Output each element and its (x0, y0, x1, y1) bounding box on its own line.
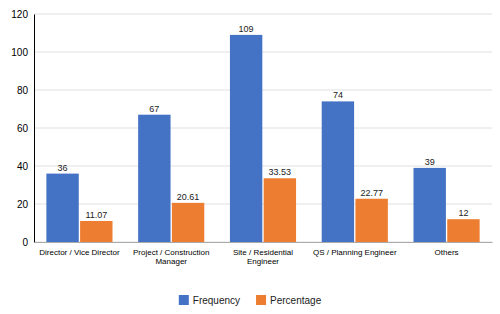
bar (264, 178, 296, 242)
data-label: 12 (458, 208, 468, 218)
bar-series (46, 35, 446, 242)
data-label: 74 (333, 90, 343, 100)
y-tick-label: 60 (17, 123, 29, 134)
data-label: 33.53 (269, 167, 292, 177)
x-tick: Project / ConstructionManager (133, 248, 209, 267)
y-tick-label: 40 (17, 161, 29, 172)
grid-line (34, 14, 492, 15)
y-axis-line (34, 15, 35, 243)
data-label: 20.61 (177, 192, 200, 202)
x-tick-label: QS / Planning Engineer (313, 248, 397, 257)
x-tick: Site / ResidentialEngineer (233, 248, 293, 267)
x-tick-label: Others (435, 248, 459, 257)
y-tick-label: 120 (11, 9, 28, 20)
x-axis: Director / Vice Director Project / Constr… (35, 243, 493, 267)
x-tick: QS / Planning Engineer (313, 248, 397, 257)
chart: 0 20 40 60 80 100 120 36 67 109 74 39 11.07 20.61 33.5… (0, 0, 500, 314)
legend-swatch (179, 295, 189, 305)
data-label: 36 (58, 163, 68, 173)
bar (413, 168, 445, 242)
legend-item: Percentage (256, 295, 322, 306)
legend-swatch (256, 295, 266, 305)
bar (172, 203, 204, 242)
grid (34, 14, 492, 242)
bar (355, 199, 387, 242)
legend-label: Frequency (193, 295, 240, 306)
grid-line (34, 52, 492, 53)
bars (46, 35, 479, 242)
y-tick: 100 (11, 47, 28, 58)
y-tick: 80 (17, 85, 29, 96)
bar (46, 174, 78, 242)
x-tick: Director / Vice Director (39, 248, 120, 257)
y-tick: 20 (17, 199, 29, 210)
data-label: 11.07 (85, 210, 107, 220)
x-tick-label: Project / ConstructionManager (133, 248, 209, 267)
y-axis: 0 20 40 60 80 100 120 (11, 9, 34, 248)
legend-item: Frequency (179, 295, 240, 306)
y-tick-label: 20 (17, 199, 29, 210)
y-tick: 60 (17, 123, 29, 134)
data-label: 39 (425, 157, 435, 167)
bar (80, 221, 112, 242)
bar (230, 35, 262, 242)
y-tick: 40 (17, 161, 29, 172)
x-tick-label: Director / Vice Director (39, 248, 120, 257)
bar (322, 101, 354, 242)
bar (447, 219, 479, 242)
y-tick: 120 (11, 9, 28, 20)
data-label: 22.77 (360, 188, 383, 198)
x-tick: Others (435, 248, 459, 257)
y-tick-label: 80 (17, 85, 29, 96)
grid-line (34, 166, 492, 167)
y-tick: 0 (22, 237, 28, 248)
legend: Frequency Percentage (179, 295, 322, 306)
data-label: 109 (239, 24, 254, 34)
legend-label: Percentage (270, 295, 322, 306)
y-tick-label: 0 (22, 237, 28, 248)
x-axis-line (35, 242, 493, 243)
x-tick-label: Site / ResidentialEngineer (233, 248, 293, 267)
data-label: 67 (149, 104, 159, 114)
grid-line (34, 90, 492, 91)
data-labels: 36 67 109 74 39 11.07 20.61 33.53 22.77 12 (58, 24, 469, 220)
bar (138, 115, 170, 242)
y-tick-label: 100 (11, 47, 28, 58)
grid-line (34, 128, 492, 129)
bar-series (80, 178, 480, 242)
plot: 0 20 40 60 80 100 120 36 67 109 74 39 11.07 20.61 33.5… (11, 9, 492, 267)
